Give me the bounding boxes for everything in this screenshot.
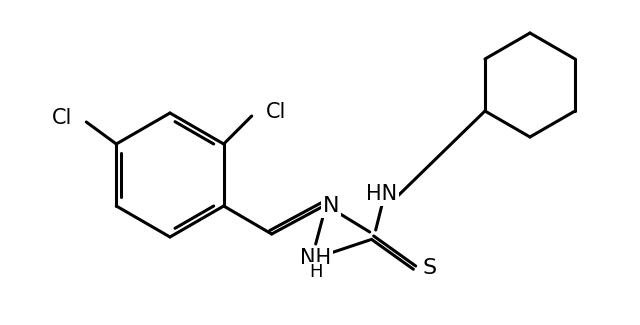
Text: Cl: Cl (52, 108, 72, 128)
Text: S: S (422, 258, 436, 278)
Text: NH: NH (300, 248, 332, 268)
Text: N: N (323, 196, 339, 216)
Text: HN: HN (366, 184, 397, 204)
Text: Cl: Cl (266, 102, 286, 122)
Text: H: H (309, 263, 323, 281)
